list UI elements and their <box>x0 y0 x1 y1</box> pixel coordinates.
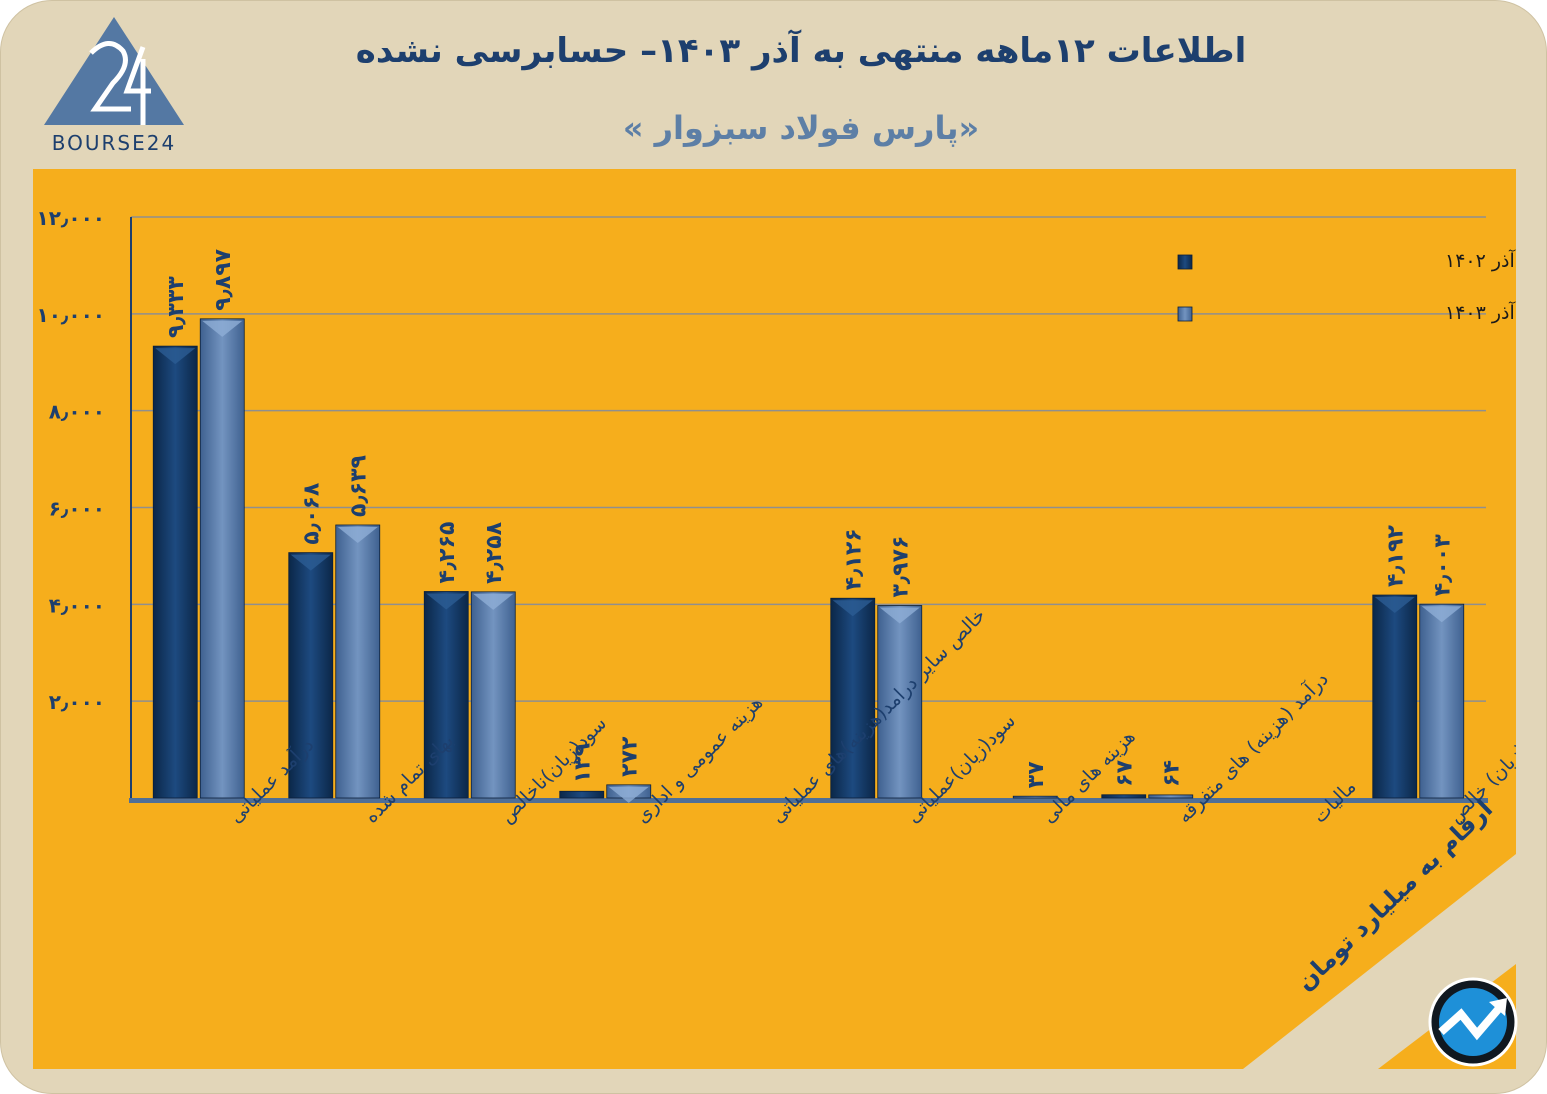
bar <box>1419 603 1465 799</box>
data-label: ۲۷۲ <box>618 736 643 777</box>
data-label: ۵٫۰۶۸ <box>300 482 325 545</box>
y-tick-label: ۲٫۰۰۰ <box>49 690 105 714</box>
data-label: ۱۳۹ <box>571 743 596 783</box>
data-label: ۶۴ <box>1160 760 1185 787</box>
bar <box>1012 795 1058 799</box>
legend-swatch <box>1177 254 1193 270</box>
chart-title: اطلاعات ۱۲ماهه منتهی به آذر ۱۴۰۳– حسابرس… <box>355 31 1247 71</box>
bar <box>559 790 605 799</box>
bar-cap <box>290 554 331 571</box>
bar <box>335 524 381 799</box>
x-axis <box>129 798 1488 803</box>
bar-chart: ۲٫۰۰۰ ۴٫۰۰۰ ۶٫۰۰۰ ۸٫۰۰۰ ۱۰٫۰۰۰ ۱۲٫۰۰۰ ۹٫۳۳۳ ۹٫… <box>33 169 1516 1069</box>
bar <box>1148 794 1194 799</box>
data-label: ۴٫۱۲۶ <box>842 528 867 590</box>
legend-swatch <box>1177 306 1193 322</box>
panel-background <box>33 169 1516 1069</box>
chart-subtitle: «پارس فولاد سبزوار » <box>622 109 980 147</box>
data-label: ۹٫۸۹۷ <box>211 248 236 311</box>
bourse24-logo-icon <box>44 17 184 125</box>
data-label: ۶۷ <box>1113 759 1138 786</box>
bar-cap <box>426 593 467 610</box>
bar <box>288 552 334 799</box>
bar <box>423 591 469 799</box>
bar <box>199 318 245 799</box>
bar-cap <box>1374 597 1415 614</box>
y-tick-label: ۶٫۰۰۰ <box>49 497 105 521</box>
legend-label: عملکرد منتهی به آذر ۱۴۰۳ <box>1445 300 1516 324</box>
data-label: ۹٫۳۳۳ <box>164 276 189 339</box>
bar <box>1372 594 1418 799</box>
bar-cap <box>155 348 196 365</box>
bar-cap <box>608 786 649 803</box>
bar <box>470 591 516 799</box>
y-tick-label: ۴٫۰۰۰ <box>49 593 105 617</box>
logo-text: BOURSE24 <box>51 131 177 155</box>
bar-cap <box>473 593 514 610</box>
data-label: ۵٫۶۳۹ <box>347 455 372 517</box>
y-tick-label: ۱۲٫۰۰۰ <box>36 206 105 230</box>
data-label: ۴٫۰۰۳ <box>1431 534 1456 597</box>
bar <box>1101 794 1147 799</box>
bar-cap <box>879 607 920 624</box>
data-label: ۴٫۲۶۵ <box>435 522 460 584</box>
data-label: ۳۷ <box>1024 761 1049 788</box>
data-label: ۴٫۱۹۲ <box>1384 525 1409 588</box>
bar-cap <box>1421 606 1462 623</box>
bar-cap <box>337 526 378 543</box>
legend-label: عملکرد منتهی به آذر ۱۴۰۲ <box>1445 248 1516 272</box>
bar <box>830 597 876 799</box>
data-label: ۴٫۲۵۸ <box>482 521 507 584</box>
bar <box>152 345 198 799</box>
bar-cap <box>832 600 873 617</box>
data-label: ۳٫۹۷۶ <box>889 536 914 598</box>
y-tick-label: ۱۰٫۰۰۰ <box>36 303 105 327</box>
bar <box>877 605 923 799</box>
bar-cap <box>202 320 243 337</box>
trend-arrow-icon <box>1428 977 1518 1067</box>
y-tick-label: ۸٫۰۰۰ <box>49 400 105 424</box>
chart-panel: ۲٫۰۰۰ ۴٫۰۰۰ ۶٫۰۰۰ ۸٫۰۰۰ ۱۰٫۰۰۰ ۱۲٫۰۰۰ ۹٫۳۳۳ ۹٫… <box>33 169 1516 1069</box>
